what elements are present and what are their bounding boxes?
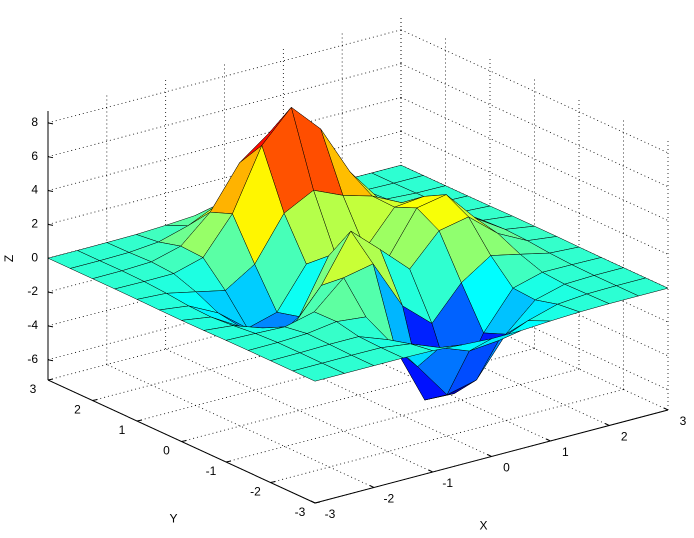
z-tick-label: 2 <box>31 217 38 231</box>
z-tick <box>47 190 54 193</box>
grid-line <box>47 97 402 191</box>
x-tick-label: -1 <box>442 476 453 490</box>
x-tick <box>487 454 492 457</box>
y-tick-label: 0 <box>163 444 170 458</box>
z-axis-label: Z <box>2 255 16 262</box>
grid-line <box>400 29 669 154</box>
x-tick <box>369 485 375 488</box>
x-tick <box>604 423 610 426</box>
z-tick-label: -4 <box>27 318 38 332</box>
surface-cell <box>292 362 345 382</box>
x-tick-label: 3 <box>680 414 687 428</box>
grid-line <box>165 348 433 473</box>
y-tick <box>92 399 98 401</box>
z-tick-label: -6 <box>27 352 38 366</box>
z-tick-label: 6 <box>31 149 38 163</box>
y-tick <box>225 460 232 463</box>
y-tick-label: -1 <box>206 464 217 478</box>
z-tick-label: 4 <box>31 183 38 197</box>
y-tick-label: -3 <box>295 505 306 519</box>
x-axis-label: X <box>479 519 487 533</box>
y-tick <box>270 481 276 483</box>
x-tick <box>428 469 433 473</box>
x-tick-label: -3 <box>325 507 336 521</box>
grid-line <box>47 130 402 225</box>
y-tick <box>47 378 54 381</box>
grid-line <box>47 63 402 158</box>
y-tick <box>314 501 321 504</box>
x-tick <box>310 500 316 504</box>
y-axis-label: Y <box>169 512 177 526</box>
y-tick <box>181 440 187 442</box>
grid-line <box>400 63 669 188</box>
y-tick <box>136 419 143 422</box>
y-tick-label: -2 <box>250 485 261 499</box>
grid-line <box>225 368 580 463</box>
z-tick <box>47 359 54 362</box>
z-tick-label: -2 <box>27 284 38 298</box>
y-tick-label: 3 <box>30 382 37 396</box>
z-tick-label: 8 <box>31 115 38 129</box>
z-tick <box>47 325 54 328</box>
grid-line <box>47 29 402 124</box>
x-tick-label: 0 <box>503 461 510 475</box>
z-tick <box>47 156 54 159</box>
x-tick <box>663 407 669 411</box>
y-tick-label: 1 <box>119 423 126 437</box>
z-tick <box>47 223 54 226</box>
x-tick <box>546 438 551 442</box>
z-tick-label: 0 <box>31 250 38 264</box>
x-tick-label: 2 <box>621 430 628 444</box>
grid-line <box>400 130 669 255</box>
y-tick-label: 2 <box>74 403 81 417</box>
grid-line <box>400 97 669 221</box>
x-tick-label: 1 <box>562 445 569 459</box>
z-tick <box>47 122 54 125</box>
x-tick-label: -2 <box>383 492 394 506</box>
z-tick <box>47 291 54 294</box>
grid-line <box>270 389 624 483</box>
